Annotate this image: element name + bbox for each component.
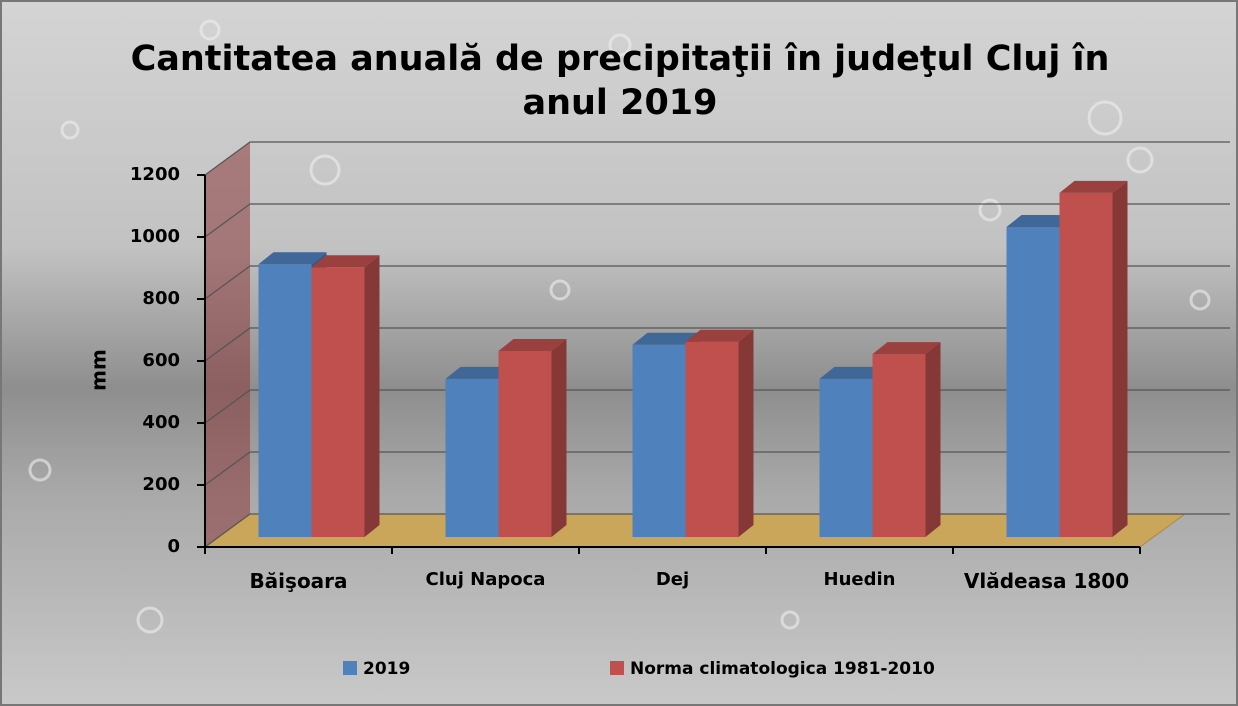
- y-tick-label: 600: [142, 350, 180, 371]
- y-tick-label: 400: [142, 412, 180, 433]
- bar-front: [259, 264, 312, 537]
- legend-swatch: [343, 661, 357, 675]
- y-tick-label: 0: [167, 536, 180, 557]
- legend-label: 2019: [363, 659, 410, 679]
- bar-front: [499, 351, 552, 537]
- x-tick-label: Vlădeasa 1800: [962, 568, 1132, 594]
- bar-front: [312, 267, 365, 537]
- bar: [499, 339, 567, 537]
- bar-front: [446, 379, 499, 537]
- bar-front: [686, 342, 739, 537]
- x-tick-label: Dej: [588, 568, 758, 591]
- bar: [873, 342, 941, 537]
- x-tick-label: Cluj Napoca: [401, 568, 571, 591]
- bar-side: [1113, 181, 1128, 537]
- legend-swatch: [610, 661, 624, 675]
- chart: mm 0 200 400 600 800 1000 1200 2019 Norma climat…: [0, 0, 1238, 706]
- legend-label: Norma climatologica 1981-2010: [630, 659, 935, 679]
- bar-front: [1060, 193, 1113, 537]
- grid-line: [205, 142, 1230, 175]
- y-axis-title: mm: [87, 349, 111, 391]
- bar: [312, 255, 380, 537]
- bar-front: [633, 345, 686, 537]
- bar-side: [926, 342, 941, 537]
- bar-front: [820, 379, 873, 537]
- bar-side: [552, 339, 567, 537]
- y-tick-label: 1000: [130, 226, 180, 247]
- y-tick-label: 800: [142, 288, 180, 309]
- bar-front: [873, 354, 926, 537]
- bar: [686, 330, 754, 537]
- x-tick-label: Băişoara: [214, 568, 384, 594]
- y-tick-label: 1200: [130, 164, 180, 185]
- chart-title: Cantitatea anuală de precipitaţii în jud…: [120, 38, 1120, 126]
- bar-side: [739, 330, 754, 537]
- bar: [1060, 181, 1128, 537]
- y-tick-label: 200: [142, 474, 180, 495]
- x-tick-label: Huedin: [775, 568, 945, 591]
- bar-front: [1007, 227, 1060, 537]
- bar-side: [365, 255, 380, 537]
